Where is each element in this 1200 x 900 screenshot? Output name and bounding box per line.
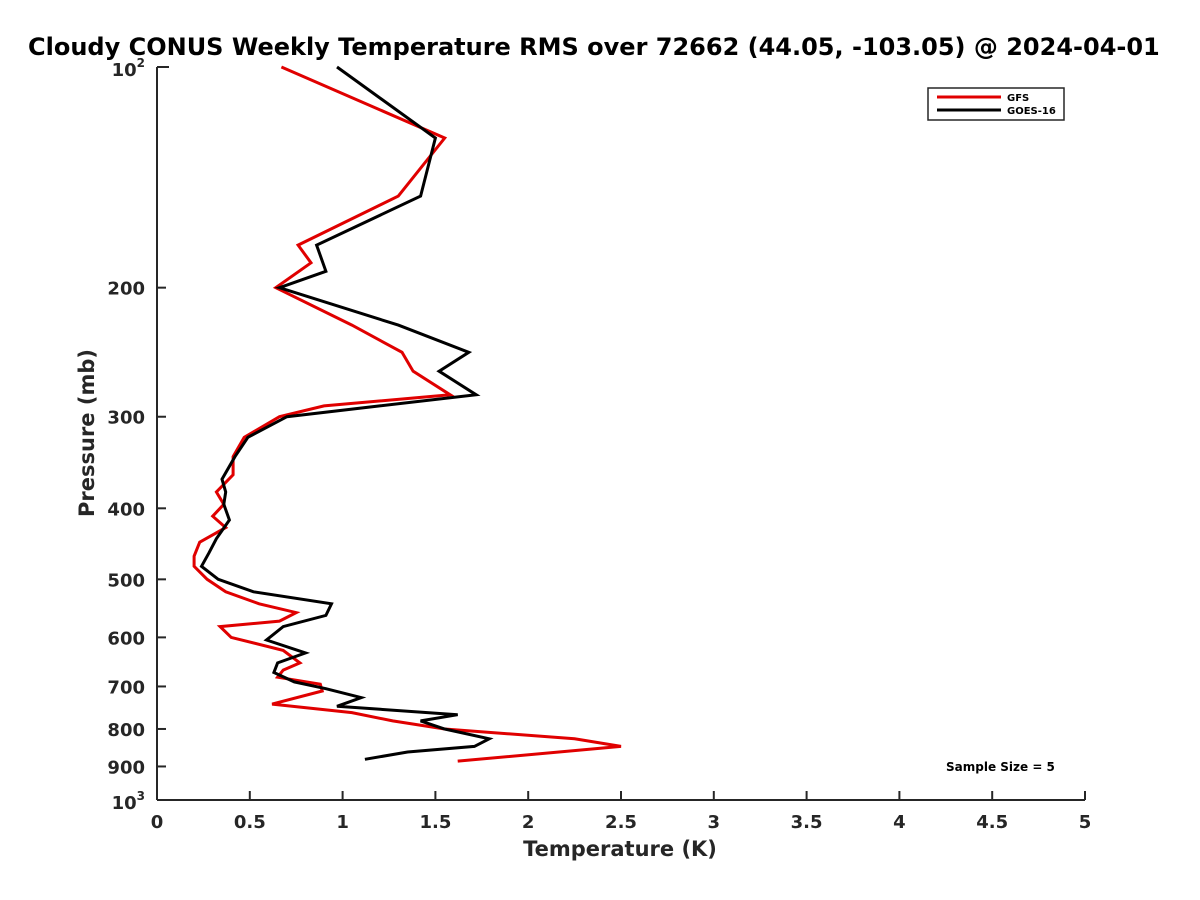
y-tick-label: 600 (107, 628, 145, 649)
x-tick-label: 2 (522, 812, 535, 833)
y-tick-label: 700 (107, 677, 145, 698)
x-tick-label: 0.5 (234, 812, 266, 833)
x-tick-label: 1 (336, 812, 349, 833)
x-tick-label: 2.5 (605, 812, 637, 833)
x-tick-label: 4 (893, 812, 906, 833)
x-axis-label: Temperature (K) (523, 837, 717, 861)
y-tick-label: 300 (107, 408, 145, 429)
y-tick-label: 400 (107, 499, 145, 520)
x-tick-label: 4.5 (976, 812, 1008, 833)
legend-label: GOES-16 (1007, 106, 1056, 117)
y-tick-label: 800 (107, 720, 145, 741)
x-tick-label: 1.5 (419, 812, 451, 833)
legend-label: GFS (1007, 93, 1029, 104)
y-axis-label: Pressure (mb) (75, 349, 99, 517)
axes: 0 0.5 1 1.5 2 2.5 3 3.5 4 4.5 5 200 300 400 500 600 700… (107, 56, 1091, 833)
y-tick-label: 900 (107, 757, 145, 778)
y-tick-label: 500 (107, 570, 145, 591)
sample-size-annotation: Sample Size = 5 (946, 760, 1055, 774)
plot-area (192, 65, 622, 763)
series-layer (192, 65, 622, 763)
legend-box (927, 87, 1065, 121)
legend: GFS GOES-16 (927, 87, 1065, 121)
x-tick-label: 3.5 (791, 812, 823, 833)
y-tick-label: 200 (107, 279, 145, 300)
y-decade-tick-label: 102 (112, 56, 145, 81)
y-ticks: 200 300 400 500 600 700 800 900 102 103 (107, 56, 169, 814)
y-decade-tick-label: 103 (112, 789, 145, 814)
x-tick-label: 5 (1079, 812, 1092, 833)
series-line-goes-16 (199, 65, 494, 761)
legend-entries: GFS GOES-16 (937, 93, 1056, 117)
series-line-gfs (192, 65, 622, 763)
x-tick-label: 0 (151, 812, 164, 833)
x-ticks: 0 0.5 1 1.5 2 2.5 3 3.5 4 4.5 5 (151, 791, 1092, 833)
x-tick-label: 3 (708, 812, 721, 833)
chart-title: Cloudy CONUS Weekly Temperature RMS over… (28, 33, 1160, 61)
